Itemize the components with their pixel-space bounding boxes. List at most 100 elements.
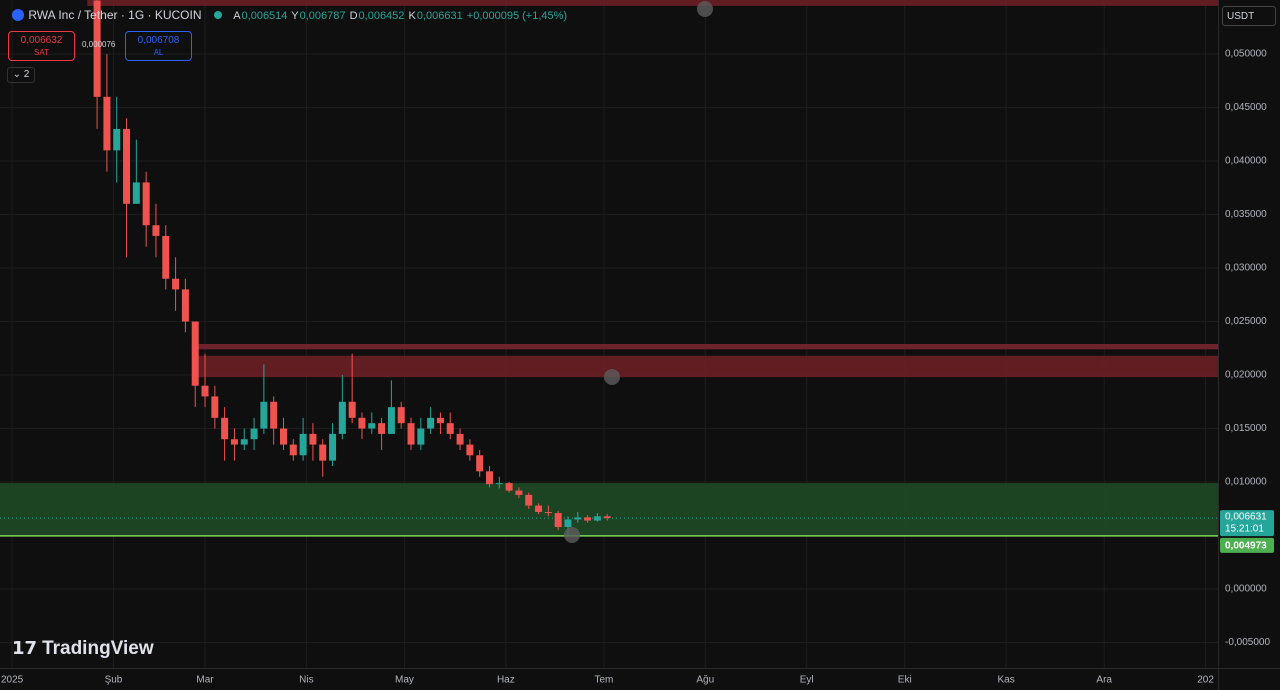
- l-value: 0,006452: [358, 10, 405, 22]
- y-tick-label: 0,010000: [1225, 477, 1267, 488]
- candle-body: [378, 423, 386, 434]
- logo: 𝟭𝟳 TradingView: [12, 638, 154, 659]
- candle-body: [515, 490, 523, 495]
- x-tick-label: May: [395, 675, 414, 686]
- y-tick-label: 0,045000: [1225, 102, 1267, 113]
- spread: 0,000076: [82, 40, 116, 49]
- y-tick-label: 0,000000: [1225, 584, 1267, 595]
- drawing-handle: [697, 1, 713, 17]
- logo-text: TradingView: [42, 638, 154, 659]
- status-dot: [213, 11, 222, 19]
- x-tick-label: Nis: [299, 675, 313, 686]
- candle-body: [132, 182, 140, 204]
- zone: [0, 483, 1218, 537]
- indicators-toggle[interactable]: ⌄ 2: [7, 67, 35, 83]
- candle-body: [211, 396, 219, 418]
- x-tick-label: 202: [1197, 675, 1214, 686]
- candle-body: [201, 385, 209, 397]
- candle-body: [525, 494, 533, 506]
- candle-body: [564, 519, 572, 527]
- candle-body: [113, 128, 121, 151]
- sell-price: 0,006632: [20, 35, 63, 46]
- candle-body: [172, 278, 180, 290]
- candle-body: [397, 407, 405, 424]
- zone: [191, 355, 1219, 378]
- zone: [191, 344, 1219, 350]
- c-value: 0,006631: [416, 10, 463, 22]
- y-tick-label: -0,005000: [1225, 637, 1270, 648]
- drawing-handle: [564, 527, 580, 543]
- level-label: 0,004973: [1225, 540, 1267, 551]
- x-tick-label: Ağu: [696, 675, 714, 686]
- x-tick-label: Mar: [196, 675, 214, 686]
- candle-body: [348, 401, 356, 418]
- zone: [87, 0, 1219, 6]
- x-tick-label: Eyl: [800, 675, 814, 686]
- candle-body: [544, 511, 552, 514]
- candle-body: [456, 433, 464, 445]
- candle-body: [436, 417, 444, 424]
- sell-button[interactable]: 0,006632 SAT: [8, 31, 75, 61]
- candle-body: [368, 423, 376, 429]
- symbol-icon: [12, 9, 24, 21]
- candle-body: [505, 483, 513, 491]
- buy-button[interactable]: 0,006708 AL: [125, 31, 192, 61]
- candle-body: [417, 428, 425, 445]
- candle-body: [495, 483, 503, 485]
- x-tick-label: Haz: [497, 675, 515, 686]
- drawing-handle: [604, 369, 620, 385]
- x-tick-label: Şub: [105, 675, 123, 686]
- last-price-tag: [1220, 510, 1274, 537]
- candle-body: [93, 0, 101, 97]
- x-tick-label: 2025: [1, 675, 24, 686]
- candle-body: [485, 471, 493, 485]
- candle-body: [221, 417, 229, 440]
- o-value: 0,006514: [241, 10, 288, 22]
- candle-body: [358, 417, 366, 429]
- y-tick-label: 0,040000: [1225, 156, 1267, 167]
- candle-body: [446, 423, 454, 434]
- candle-body: [152, 225, 160, 236]
- h-value: 0,006787: [299, 10, 346, 22]
- candle-body: [309, 433, 317, 445]
- change: +0,000095 (+1,45%): [466, 10, 568, 22]
- candle-body: [260, 401, 268, 429]
- candle-body: [250, 428, 258, 440]
- candle-body: [162, 235, 170, 279]
- candle-body: [299, 433, 307, 456]
- buy-price: 0,006708: [137, 35, 180, 46]
- c-label: K: [408, 10, 416, 22]
- h-label: Y: [291, 10, 299, 22]
- candle-body: [142, 182, 150, 226]
- indicator-count: 2: [23, 69, 30, 80]
- y-tick-label: 0,015000: [1225, 423, 1267, 434]
- y-tick-label: 0,030000: [1225, 263, 1267, 274]
- x-tick-label: Kas: [997, 675, 1014, 686]
- candle-body: [574, 517, 582, 520]
- candle-body: [240, 439, 248, 445]
- symbol[interactable]: RWA Inc / Tether · 1G · KUCOIN: [28, 8, 202, 22]
- sell-label: SAT: [34, 48, 49, 57]
- candle-body: [270, 401, 278, 429]
- candle-body: [181, 289, 189, 322]
- candle-body: [230, 439, 238, 445]
- buy-label: AL: [153, 48, 164, 57]
- y-tick-label: 0,035000: [1225, 209, 1267, 220]
- candle-body: [279, 428, 287, 445]
- candle-body: [338, 401, 346, 434]
- countdown-label: 15:21:01: [1225, 524, 1264, 535]
- y-tick-label: 0,025000: [1225, 316, 1267, 327]
- x-tick-label: Tem: [594, 675, 613, 686]
- currency-select[interactable]: USDT: [1222, 6, 1276, 26]
- candle-body: [289, 444, 297, 456]
- candle-body: [476, 455, 484, 472]
- x-tick-label: Eki: [898, 675, 912, 686]
- candle-body: [103, 96, 111, 151]
- candle-body: [603, 516, 611, 519]
- candle-body: [319, 444, 327, 461]
- candle-body: [123, 128, 131, 204]
- l-label: D: [349, 10, 358, 22]
- candle-body: [191, 321, 199, 386]
